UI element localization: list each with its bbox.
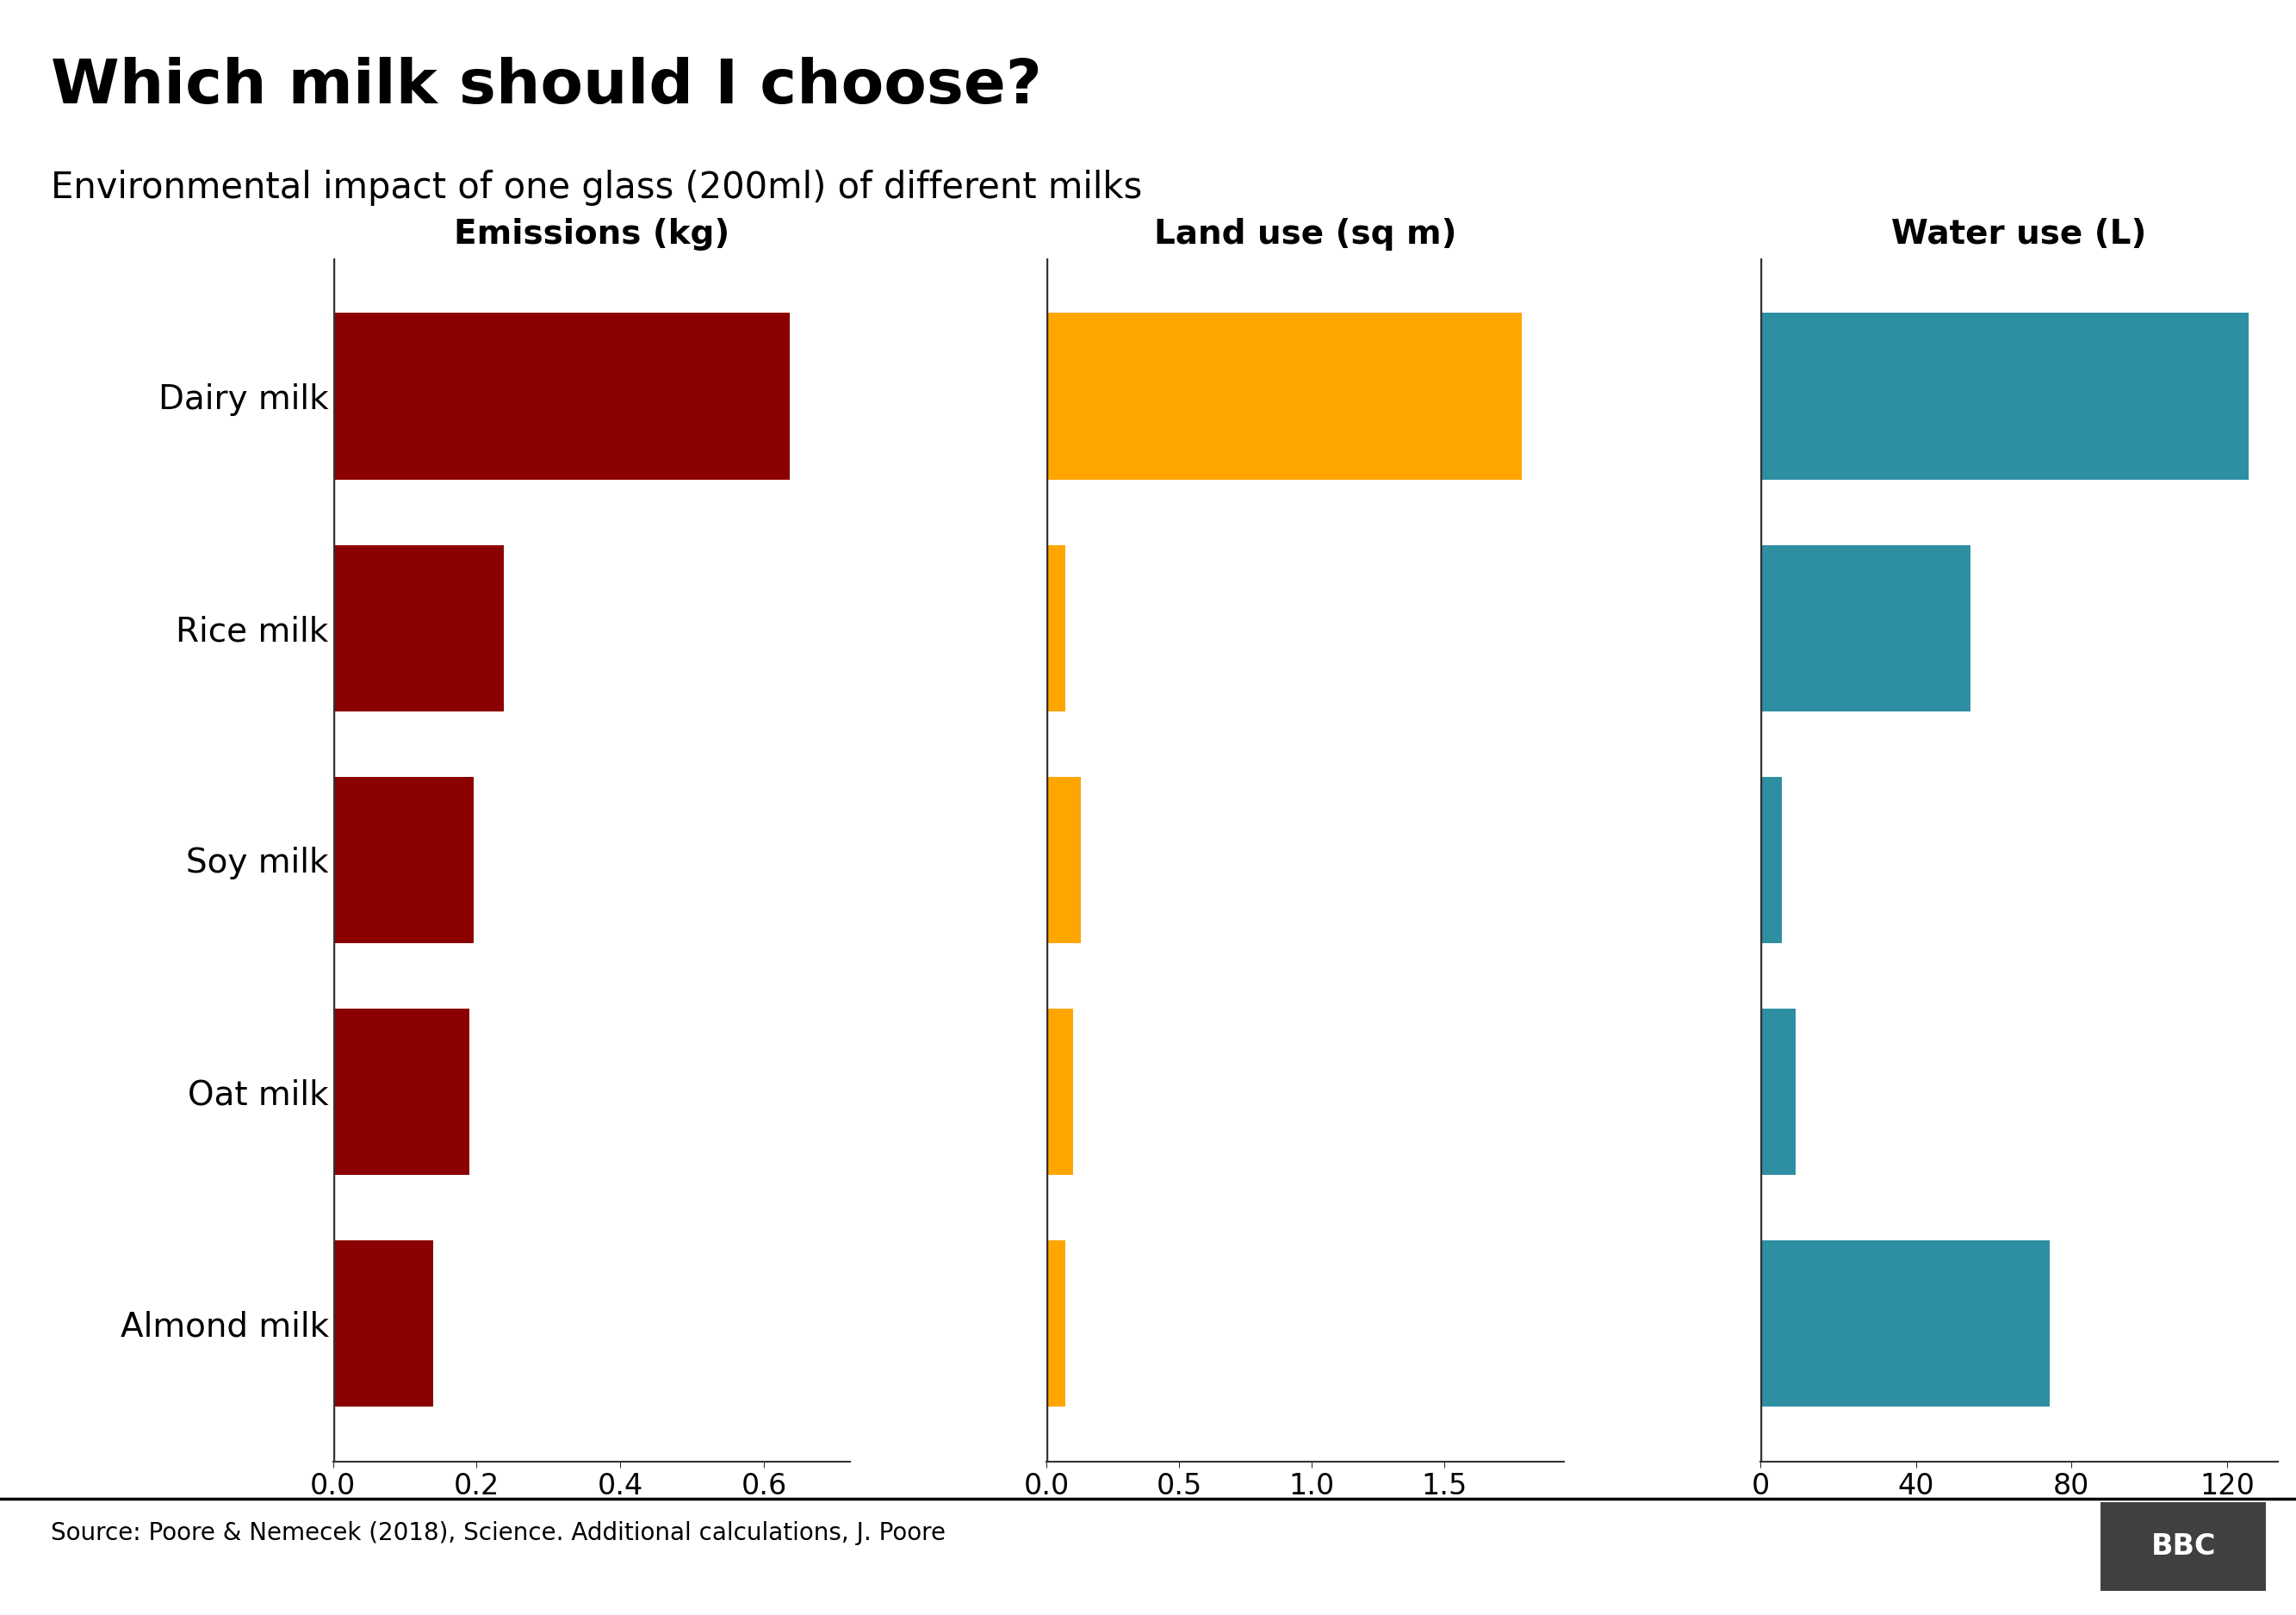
Bar: [1761, 313, 2248, 480]
Title: Emissions (kg): Emissions (kg): [455, 218, 730, 250]
Bar: [333, 313, 790, 480]
Bar: [1047, 544, 1065, 712]
Bar: [1761, 1240, 2050, 1407]
Bar: [1047, 1240, 1065, 1407]
Bar: [333, 1240, 434, 1407]
Text: BBC: BBC: [2151, 1533, 2216, 1560]
Text: Source: Poore & Nemecek (2018), Science. Additional calculations, J. Poore: Source: Poore & Nemecek (2018), Science.…: [51, 1521, 946, 1546]
Bar: [1047, 777, 1081, 943]
Bar: [333, 544, 503, 712]
Title: Water use (L): Water use (L): [1892, 218, 2147, 250]
Bar: [1047, 1008, 1072, 1176]
Bar: [1761, 1008, 1795, 1176]
Text: Environmental impact of one glass (200ml) of different milks: Environmental impact of one glass (200ml…: [51, 170, 1141, 205]
Bar: [1047, 313, 1522, 480]
Bar: [1761, 777, 1782, 943]
Text: Which milk should I choose?: Which milk should I choose?: [51, 57, 1042, 116]
Title: Land use (sq m): Land use (sq m): [1155, 218, 1456, 250]
Bar: [333, 777, 473, 943]
Bar: [1761, 544, 1970, 712]
Bar: [333, 1008, 468, 1176]
